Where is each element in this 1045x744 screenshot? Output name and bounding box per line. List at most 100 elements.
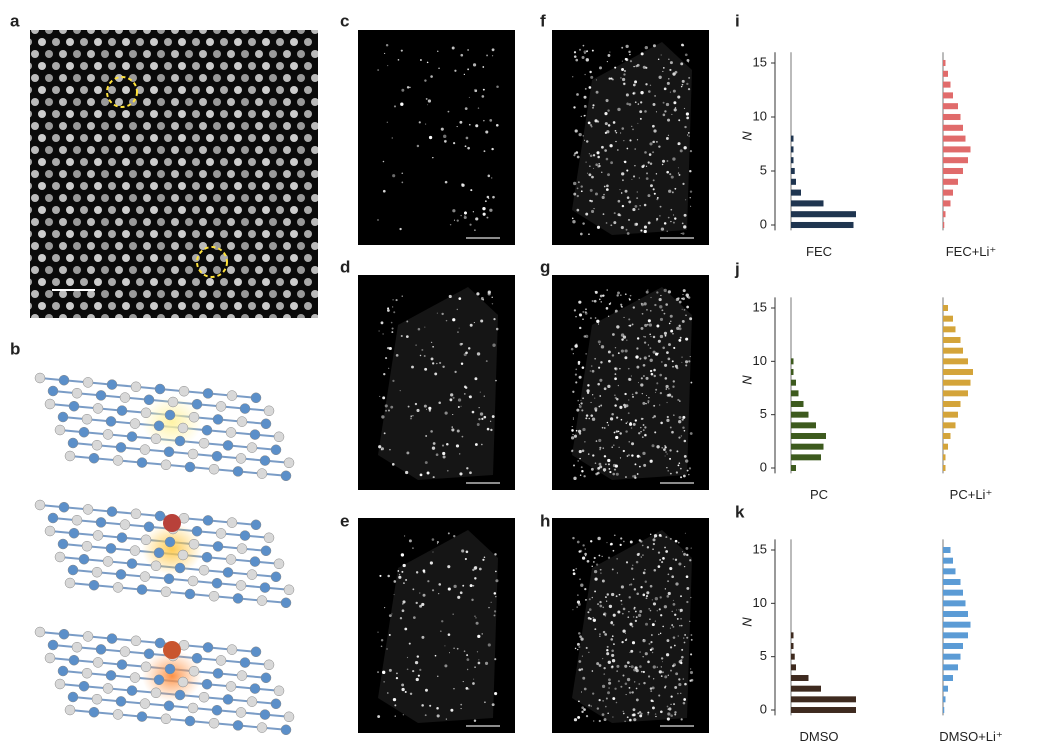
bar — [791, 412, 809, 418]
spot — [659, 215, 660, 216]
spot — [594, 578, 597, 581]
spot — [650, 534, 651, 535]
spot — [644, 336, 646, 338]
spot — [577, 649, 578, 650]
spot — [601, 345, 604, 348]
spot — [457, 126, 458, 127]
atom — [89, 707, 99, 717]
atom — [59, 375, 69, 385]
spot — [477, 352, 480, 355]
atom — [261, 419, 271, 429]
spot — [412, 670, 414, 672]
spot — [582, 366, 585, 369]
spot — [670, 628, 671, 629]
spot — [584, 74, 585, 75]
spot — [593, 154, 595, 156]
spot — [664, 110, 666, 112]
spot — [618, 200, 621, 203]
spot — [643, 424, 645, 426]
atom — [199, 692, 209, 702]
atom — [164, 574, 174, 584]
atom — [82, 668, 92, 678]
spot — [669, 323, 671, 325]
y-tick-label: 15 — [753, 541, 767, 556]
atom — [223, 694, 233, 704]
spot — [660, 596, 662, 598]
spot — [476, 292, 479, 295]
atom — [154, 548, 164, 558]
bar — [943, 664, 958, 670]
spot — [589, 166, 590, 167]
spot — [686, 587, 689, 590]
spot — [471, 599, 473, 601]
spot — [492, 344, 495, 347]
spot — [672, 626, 674, 628]
atom — [83, 504, 93, 514]
spot — [658, 145, 660, 147]
spot — [432, 157, 433, 158]
atom — [236, 453, 246, 463]
bar — [943, 696, 946, 702]
spot — [645, 83, 647, 85]
spot — [684, 683, 687, 686]
spot — [660, 422, 663, 425]
spot — [465, 145, 467, 147]
spot — [461, 183, 463, 185]
spot — [637, 191, 638, 192]
spot — [632, 208, 635, 211]
spot — [474, 720, 476, 722]
bar — [943, 114, 961, 120]
spot — [616, 595, 618, 597]
spot — [427, 62, 429, 64]
y-tick-label: 10 — [753, 108, 767, 123]
atom — [130, 419, 140, 429]
atom — [106, 670, 116, 680]
atom — [281, 598, 291, 608]
spot — [594, 119, 597, 122]
spot — [628, 318, 630, 320]
spot — [606, 289, 608, 291]
spot — [681, 357, 682, 358]
spot — [632, 565, 633, 566]
spot — [639, 358, 641, 360]
bar — [943, 348, 963, 354]
spot — [590, 189, 593, 192]
spot — [381, 321, 384, 324]
spot — [607, 109, 609, 111]
spot — [451, 428, 454, 431]
spot — [575, 373, 577, 375]
spot — [679, 625, 680, 626]
atom — [247, 570, 257, 580]
spot — [675, 71, 678, 74]
spot — [652, 652, 653, 653]
spot — [631, 126, 632, 127]
spot — [403, 582, 405, 584]
spot — [670, 473, 672, 475]
spot — [383, 161, 385, 163]
spot — [614, 395, 615, 396]
spot — [640, 427, 641, 428]
spot — [653, 665, 656, 668]
spot — [666, 388, 668, 390]
spot — [475, 217, 478, 220]
spot — [578, 363, 580, 365]
bar — [791, 200, 824, 206]
spot — [389, 669, 392, 672]
spot — [616, 665, 619, 668]
spot — [622, 613, 624, 615]
spot — [461, 343, 463, 345]
spot — [597, 226, 600, 229]
atom — [161, 460, 171, 470]
spot — [427, 580, 429, 582]
spot — [580, 637, 583, 640]
spot — [680, 611, 681, 612]
spot — [437, 543, 438, 544]
spot — [688, 88, 690, 90]
spot — [685, 53, 688, 56]
spot — [399, 228, 401, 230]
spot — [405, 471, 408, 474]
spot — [492, 48, 495, 51]
spot — [614, 534, 616, 536]
atom — [209, 718, 219, 728]
atom — [192, 399, 202, 409]
